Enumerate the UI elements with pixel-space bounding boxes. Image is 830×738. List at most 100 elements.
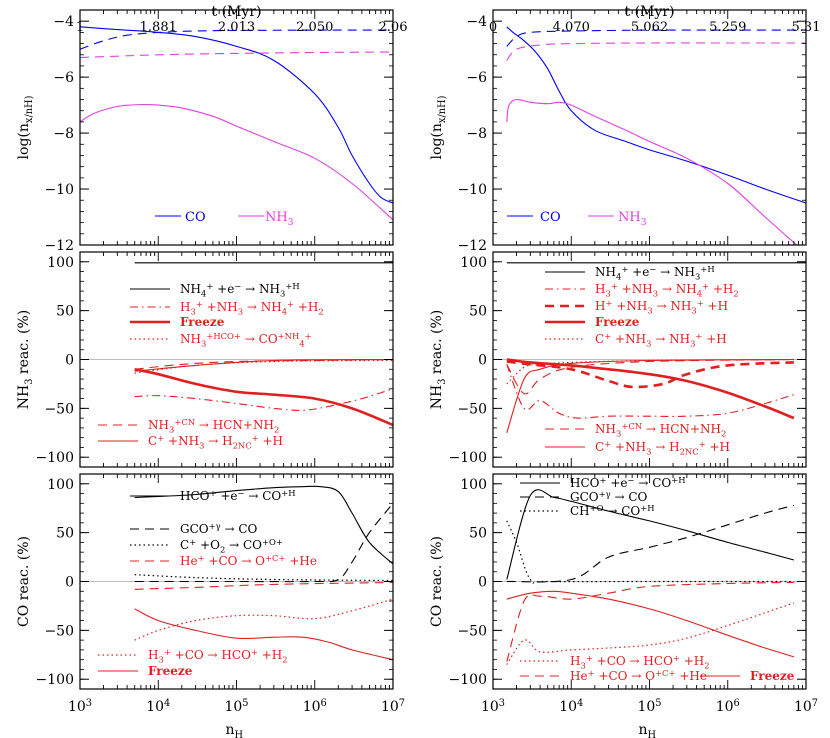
y-tick-label: 100 — [47, 477, 74, 493]
y-tick-label: −100 — [36, 672, 74, 688]
y-tick-label: −8 — [53, 126, 74, 142]
legend-label: NH3+HCO+ → CO+NH4+ — [180, 331, 312, 349]
series-h-nh3-nh3-h — [506, 360, 794, 389]
legend-item: CO — [507, 210, 561, 225]
legend-item: NH3+CN → HCN+NH2 — [98, 417, 279, 435]
series-gco-co — [506, 504, 795, 583]
series-freeze — [506, 358, 795, 420]
y-tick-label: −12 — [44, 238, 74, 254]
y-axis-label: NH3 reac. (%) — [16, 310, 35, 409]
y-tick-label: 100 — [47, 255, 74, 271]
legend-item: C+ +NH3 → NH3+ +H — [545, 331, 727, 349]
legend-item: Freeze — [98, 664, 193, 678]
legend-item: CO — [155, 210, 206, 225]
top-axis-label: t (Myr) — [625, 4, 675, 20]
series-c-o2-co-o- — [134, 574, 393, 582]
y-tick-label: 100 — [460, 477, 487, 493]
legend-item: NH3+HCO+ → CO+NH4+ — [130, 331, 312, 349]
legend-label: H3+ +CO → HCO+ +H2 — [148, 647, 288, 665]
y-tick-label: −50 — [457, 623, 487, 639]
legend-label: NH3+CN → HCN+NH2 — [148, 417, 279, 435]
legend-item: NH3 — [588, 210, 647, 228]
y-axis-label: log(nx/nH) — [16, 95, 35, 159]
legend-label: NH3 — [618, 210, 647, 228]
x-tick-label: 107 — [381, 698, 405, 715]
series-h3-co-hco-h2 — [506, 602, 795, 665]
y-tick-label: −100 — [36, 450, 74, 466]
legend-item: Freeze — [545, 315, 640, 329]
y-tick-label: −50 — [44, 623, 74, 639]
top-axis-label: t (Myr) — [212, 4, 262, 20]
top-tick-label: 4.070 — [553, 20, 590, 35]
top-tick-label: 2.050 — [296, 20, 333, 35]
y-tick-label: 100 — [460, 255, 487, 271]
series-hco-e-co-h — [134, 485, 393, 565]
y-tick-label: −4 — [466, 14, 487, 30]
legend-label: He+ +CO → O+C+ +He — [570, 668, 707, 683]
legend-label: C+ +NH3 → H2NC+ +H — [148, 433, 283, 451]
series-co — [506, 26, 806, 204]
legend-item: H+ +NH3 → NH3+ +H — [545, 298, 728, 316]
legend-label: Freeze — [180, 315, 225, 329]
series-co-total — [506, 29, 806, 47]
y-tick-label: −100 — [449, 672, 487, 688]
legend-item: GCO+γ → CO — [520, 489, 648, 504]
legend-label: HCO+ +e− → CO+H — [570, 475, 686, 490]
y-tick-label: 0 — [478, 353, 487, 369]
series-ch-o-co-h — [506, 520, 794, 584]
legend-label: CO — [185, 210, 206, 225]
legend-label: Freeze — [148, 664, 193, 678]
x-tick-label: 105 — [637, 698, 661, 715]
x-tick-label: 107 — [794, 698, 818, 715]
panel-left-bottom: −100 −50 0 50 100 CO reac. (%) 103 104 105 106 107… — [16, 473, 405, 738]
y-tick-label: 50 — [469, 304, 487, 320]
top-tick-label: 1.881 — [140, 20, 177, 35]
y-tick-label: −6 — [53, 70, 74, 86]
legend-label: C+ +NH3 → H2NC+ +H — [595, 439, 730, 457]
legend-item: He+ +CO → O+C+ +He — [520, 668, 707, 683]
top-tick-label: 1 — [76, 20, 84, 35]
x-tick-label: 106 — [716, 698, 740, 715]
y-tick-label: −10 — [457, 182, 487, 198]
legend-item: C+ +NH3 → H2NC+ +H — [545, 439, 730, 457]
legend-label: GCO+γ → CO — [570, 489, 648, 504]
plot-frame — [79, 9, 394, 246]
top-tick-label: 5.062 — [631, 20, 668, 35]
y-tick-label: 50 — [56, 526, 74, 542]
series-nh3 — [506, 98, 798, 245]
series-freeze — [134, 368, 393, 427]
y-axis-label: CO reac. (%) — [16, 536, 32, 627]
y-tick-label: 0 — [65, 575, 74, 591]
legend-label: GCO+γ → CO — [180, 521, 258, 536]
y-tick-label: 0 — [65, 353, 74, 369]
series-freeze — [134, 608, 393, 661]
legend-item: H3+ +CO → HCO+ +H2 — [98, 647, 288, 665]
series-nh3-cn-hcn-nh2 — [506, 358, 794, 395]
series-h3-nh3-nh4-h2 — [506, 364, 795, 419]
series-c-nh3-h2nc-h — [506, 358, 794, 433]
legend-item: C+ +NH3 → H2NC+ +H — [98, 433, 283, 451]
panel-right-bottom: −100 −50 0 50 100 CO reac. (%) 103 104 105 106 107… — [429, 473, 818, 738]
series-hco-e-co-h — [506, 489, 795, 580]
legend-label: NH3 — [265, 210, 294, 228]
legend-label: C+ +O2 → CO+O+ — [180, 537, 283, 555]
legend-item: NH3+CN → HCN+NH2 — [545, 421, 726, 439]
x-tick-label: 104 — [146, 698, 170, 715]
legend-item: Freeze — [700, 669, 795, 683]
series-he-co-o-c-he — [134, 581, 393, 590]
legend-item: Freeze — [130, 315, 225, 329]
x-tick-label: 103 — [481, 698, 505, 715]
y-axis-label: NH3 reac. (%) — [429, 310, 448, 409]
y-tick-label: 50 — [56, 304, 74, 320]
legend-label: CH+O → CO+H — [570, 503, 655, 518]
y-tick-label: −100 — [449, 450, 487, 466]
panel-right-mid: −100 −50 0 50 100 NH3 reac. (%) NH4+ +e− → NH3… — [429, 251, 807, 468]
panel-left-top: −12 −10 −8 −6 −4 log(nx/nH) t (Myr) 1 1.881 2.013… — [16, 4, 407, 254]
top-tick-label: 5.259 — [709, 20, 746, 35]
legend-label: CO — [540, 210, 561, 225]
legend-item: CH+O → CO+H — [520, 503, 655, 518]
legend-item: C+ +O2 → CO+O+ — [130, 537, 283, 555]
x-tick-label: 103 — [68, 698, 92, 715]
series-c-nh3-h2nc-h — [134, 358, 393, 372]
